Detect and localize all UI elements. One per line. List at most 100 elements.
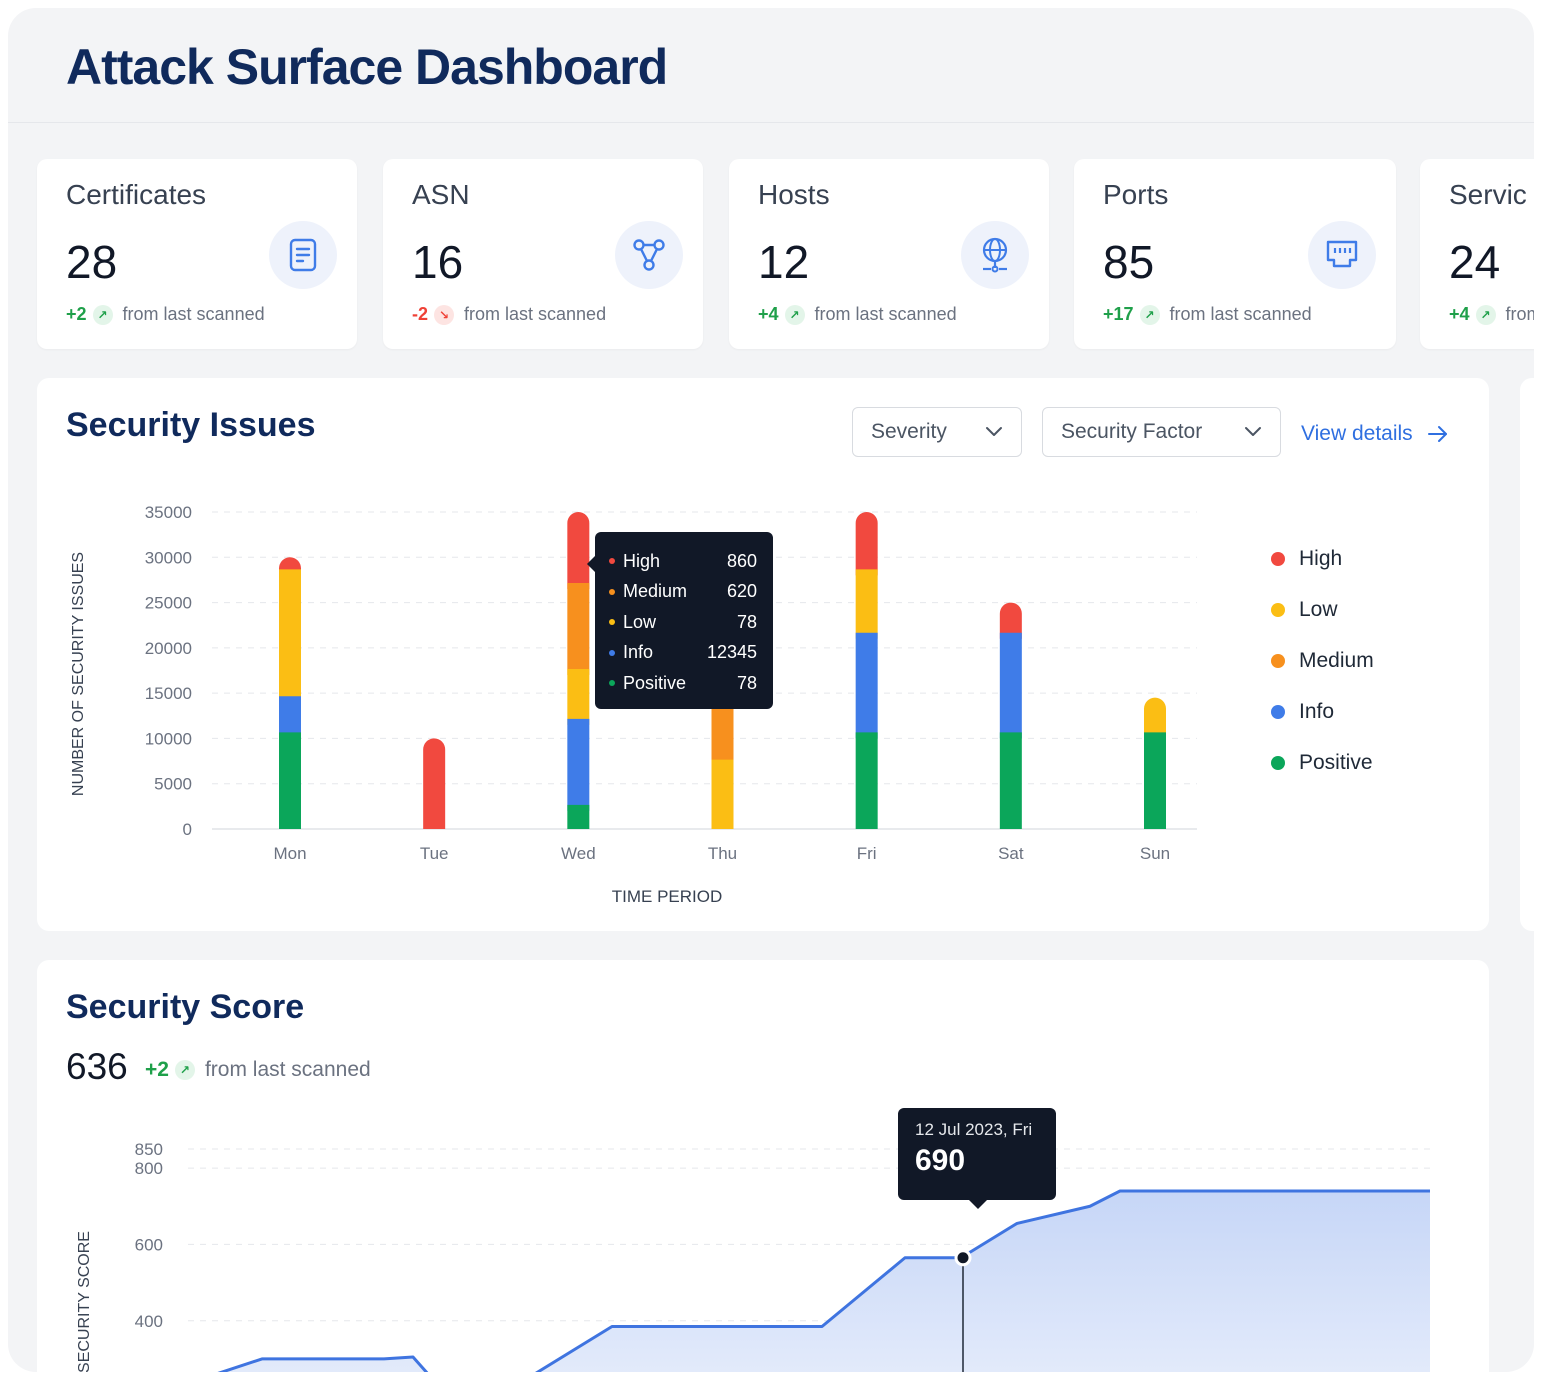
legend-dot <box>1271 653 1285 668</box>
tooltip-row: Low 78 <box>609 607 757 638</box>
tooltip-row: High 860 <box>609 546 757 577</box>
y-tick-label: 850 <box>135 1140 163 1159</box>
stat-card-hosts[interactable]: Hosts 12 +4 ↗ from last scanned <box>729 159 1049 349</box>
legend-dot <box>1271 602 1285 617</box>
stat-delta: +4 ↗ from <box>1449 304 1534 325</box>
dashboard-frame: Attack Surface Dashboard Certificates 28… <box>8 8 1534 1372</box>
bar-segment-low[interactable] <box>279 569 301 703</box>
view-details-label: View details <box>1301 422 1413 445</box>
tooltip-date: 12 Jul 2023, Fri <box>915 1120 1033 1139</box>
bar-segment-info[interactable] <box>855 632 878 739</box>
bar-segment-positive[interactable] <box>567 804 590 829</box>
score-value: 636 <box>66 1046 128 1087</box>
arrow-up-right-icon: ↗ <box>174 1060 195 1080</box>
arrow-up-right-icon: ↗ <box>92 304 113 325</box>
stat-title: Certificates <box>66 179 207 210</box>
tooltip-dot <box>609 588 615 595</box>
bar-segment-medium[interactable] <box>711 693 734 766</box>
y-tick-label: 25000 <box>145 594 192 613</box>
bar-segment-info[interactable] <box>279 696 301 739</box>
delta-value: +4 <box>758 304 779 324</box>
delta-label: from last scanned <box>464 304 607 324</box>
stat-value: 28 <box>66 236 118 288</box>
y-tick-label: 400 <box>135 1312 163 1331</box>
bar-segment-high[interactable] <box>423 738 446 829</box>
stat-card-services[interactable]: Servic 24 +4 ↗ from <box>1420 159 1534 349</box>
bar-segment-high[interactable] <box>567 512 590 589</box>
delta-value: -2 <box>412 304 429 324</box>
delta-label: from last scanned <box>204 1058 371 1081</box>
bar-tooltip: High 860 Medium 620 Low 78 Info 12345 Positi… <box>587 532 773 709</box>
bar-segment-high[interactable] <box>999 602 1022 639</box>
network-nodes-icon <box>615 221 683 289</box>
stat-delta: +2 ↗ from last scanned <box>66 304 265 325</box>
bar-segment-low[interactable] <box>855 569 878 639</box>
legend-item[interactable]: Medium <box>1271 635 1374 686</box>
bar-segment-low[interactable] <box>567 669 590 725</box>
dropdown-label: Severity <box>871 420 947 443</box>
security-factor-dropdown[interactable]: Security Factor <box>1042 407 1281 457</box>
bar-segment-positive[interactable] <box>999 732 1022 829</box>
chevron-down-icon <box>986 427 1002 436</box>
globe-host-icon <box>961 221 1029 289</box>
tooltip-dot <box>609 558 615 565</box>
legend-item[interactable]: Info <box>1271 686 1374 737</box>
y-axis-title: SECURITY SCORE <box>76 1231 93 1372</box>
stat-delta: +17 ↗ from last scanned <box>1103 304 1312 325</box>
tooltip-row: Positive 78 <box>609 668 757 699</box>
y-tick-label: 15000 <box>145 684 192 703</box>
bar-segment-info[interactable] <box>567 718 590 811</box>
bar-segment-medium[interactable] <box>567 582 590 676</box>
header: Attack Surface Dashboard <box>8 8 1534 123</box>
delta-label: from last scanned <box>814 304 957 324</box>
legend-label: Medium <box>1299 648 1374 672</box>
bar-segment-positive[interactable] <box>279 732 301 829</box>
panel-title: Security Score <box>66 988 305 1026</box>
bar-segment-positive[interactable] <box>855 732 878 829</box>
tooltip-value: 860 <box>726 550 757 571</box>
stat-delta: -2 ↘ from last scanned <box>412 304 606 325</box>
stat-title: Hosts <box>758 179 830 210</box>
bar-segment-info[interactable] <box>999 632 1022 739</box>
x-tick-label: Mon <box>273 844 306 863</box>
score-line <box>217 1189 1430 1372</box>
stat-card-certificates[interactable]: Certificates 28 +2 ↗ from last scanned <box>37 159 357 349</box>
legend-item[interactable]: Positive <box>1271 737 1374 788</box>
legend-label: Positive <box>1299 750 1373 774</box>
stat-delta: +4 ↗ from last scanned <box>758 304 957 325</box>
bar-segment-low[interactable] <box>1144 697 1166 739</box>
view-details-link[interactable]: View details <box>1301 422 1449 446</box>
bar-segment-high[interactable] <box>855 512 878 576</box>
tooltip-row: Medium 620 <box>609 577 757 608</box>
bar-segment-low[interactable] <box>711 759 734 829</box>
arrow-down-right-icon: ↘ <box>434 304 455 325</box>
legend-item[interactable]: High <box>1271 533 1374 584</box>
legend-item[interactable]: Low <box>1271 584 1374 635</box>
tooltip-dot <box>609 619 615 626</box>
stat-card-ports[interactable]: Ports 85 +17 ↗ from last scanned <box>1074 159 1396 349</box>
stat-card-asn[interactable]: ASN 16 -2 ↘ from last scanned <box>383 159 703 349</box>
y-tick-label: 10000 <box>145 729 192 748</box>
ethernet-port-icon <box>1308 221 1376 289</box>
hover-point[interactable] <box>954 1249 972 1267</box>
delta-label: from last scanned <box>122 304 265 324</box>
bar-segment-positive[interactable] <box>1144 732 1166 829</box>
score-tooltip: 12 Jul 2023, Fri 690 <box>898 1108 1056 1209</box>
x-tick-label: Sun <box>1140 844 1170 863</box>
stat-title: ASN <box>412 179 470 210</box>
y-tick-label: 0 <box>183 820 192 839</box>
severity-dropdown[interactable]: Severity <box>852 407 1022 457</box>
chevron-down-icon <box>1245 427 1261 436</box>
security-score-panel: Security Score 636 +2 ↗ from last scanne… <box>37 960 1489 1372</box>
y-axis-title: NUMBER OF SECURITY ISSUES <box>70 552 87 796</box>
y-tick-label: 800 <box>135 1159 163 1178</box>
delta-value: +17 <box>1103 304 1134 324</box>
tooltip-value: 620 <box>726 581 757 602</box>
arrow-up-right-icon: ↗ <box>1475 304 1496 325</box>
tooltip-label: Info <box>623 642 654 663</box>
tooltip-row: Info 12345 <box>609 638 757 669</box>
arrow-right-icon <box>1427 426 1447 442</box>
legend-dot <box>1271 704 1285 719</box>
score-delta: +2 ↗ from last scanned <box>145 1058 371 1082</box>
panel-title: Security Issues <box>66 406 316 444</box>
